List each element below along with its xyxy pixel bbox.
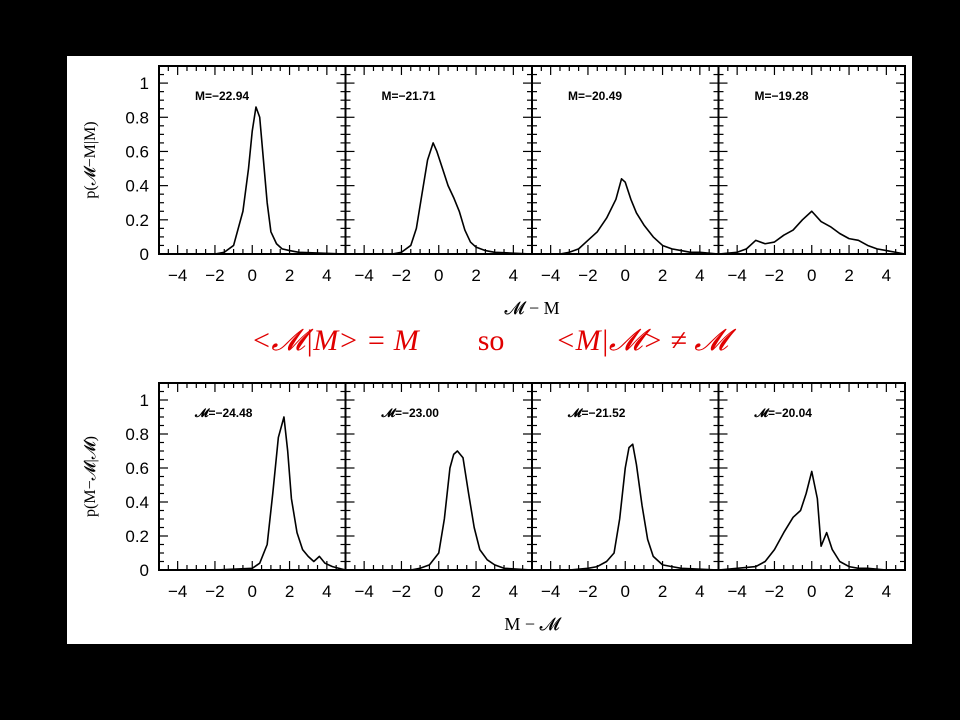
panel-label: 𝓜=−20.04	[754, 406, 813, 420]
chart-svg: −4 −2 0 2 4 M=−22.94 −4 −2 0 2 4 M=−21.71 −4 −2 0 2 4 M=−…	[82, 65, 906, 634]
x-tick-label: 2	[658, 582, 667, 601]
y-tick-label: 0	[140, 245, 149, 264]
x-tick-label: 0	[248, 266, 257, 285]
y-tick-label: 1	[140, 74, 149, 93]
x-tick-label: −2	[392, 266, 411, 285]
x-axis-title: M − 𝓜	[504, 614, 562, 634]
x-tick-label: 4	[322, 582, 331, 601]
panel-label: 𝓜=−21.52	[567, 406, 626, 420]
series-line	[532, 178, 719, 255]
series-line	[718, 210, 906, 255]
x-tick-label: −2	[765, 266, 784, 285]
panel-label: M=−22.94	[195, 89, 249, 103]
x-tick-label: 0	[807, 582, 816, 601]
panel-label: 𝓜=−23.00	[381, 406, 440, 420]
series-line	[532, 443, 719, 571]
x-tick-label: 0	[621, 266, 630, 285]
panel-label: M=−20.49	[568, 89, 622, 103]
x-tick-label: 2	[844, 266, 853, 285]
x-axis-title: 𝓜 − M	[504, 298, 559, 318]
series-line	[345, 450, 533, 571]
y-axis-title: p(M−𝓜|𝓜)	[82, 436, 99, 517]
x-tick-label: 4	[695, 582, 704, 601]
panel-label: M=−19.28	[755, 89, 809, 103]
x-tick-label: −2	[392, 582, 411, 601]
caption-middle: so	[477, 324, 505, 357]
panel-frame	[344, 65, 533, 255]
x-tick-label: 4	[509, 582, 518, 601]
x-tick-label: 0	[248, 582, 257, 601]
x-tick-label: 4	[882, 266, 891, 285]
x-tick-label: 0	[807, 266, 816, 285]
panel-frame	[717, 65, 906, 255]
y-tick-label: 0.4	[125, 493, 149, 512]
x-tick-label: 2	[844, 582, 853, 601]
x-tick-label: −2	[205, 266, 224, 285]
panel-label: M=−21.71	[382, 89, 436, 103]
x-tick-label: 0	[621, 582, 630, 601]
x-tick-label: 2	[471, 266, 480, 285]
y-tick-label: 0.6	[125, 142, 149, 161]
caption-left: <𝓜|M> = M	[251, 324, 419, 357]
x-tick-label: 2	[285, 266, 294, 285]
x-tick-label: 4	[882, 582, 891, 601]
y-tick-label: 0.8	[125, 425, 149, 444]
y-tick-label: 0	[140, 561, 149, 580]
y-tick-label: 0.6	[125, 459, 149, 478]
y-tick-label: 1	[140, 391, 149, 410]
y-tick-label: 0.2	[125, 211, 149, 230]
x-tick-label: −4	[168, 582, 187, 601]
y-axis-title: p(𝓜−M|M)	[82, 121, 99, 198]
x-tick-label: 4	[322, 266, 331, 285]
panel-frame	[531, 65, 720, 255]
x-tick-label: −2	[578, 582, 597, 601]
x-tick-label: −2	[205, 582, 224, 601]
series-line	[159, 416, 346, 571]
x-tick-label: −2	[765, 582, 784, 601]
x-tick-label: −4	[541, 266, 560, 285]
panel-label: 𝓜=−24.48	[194, 406, 253, 420]
x-tick-label: 2	[285, 582, 294, 601]
caption-right: <M|𝓜> ≠ 𝓜	[555, 324, 728, 357]
series-line	[345, 142, 533, 255]
panel-frame	[158, 65, 347, 255]
series-line	[718, 470, 905, 571]
x-tick-label: 4	[695, 266, 704, 285]
y-tick-label: 0.4	[125, 177, 149, 196]
caption: <𝓜|M> = M so <M|𝓜> ≠ 𝓜	[67, 324, 912, 358]
x-tick-label: −4	[354, 266, 373, 285]
x-tick-label: −4	[727, 582, 746, 601]
x-tick-label: 2	[658, 266, 667, 285]
y-tick-label: 0.8	[125, 108, 149, 127]
series-line	[159, 106, 346, 255]
x-tick-label: 2	[471, 582, 480, 601]
x-tick-label: −2	[578, 266, 597, 285]
y-tick-label: 0.2	[125, 527, 149, 546]
figure-canvas: −4 −2 0 2 4 M=−22.94 −4 −2 0 2 4 M=−21.71 −4 −2 0 2 4 M=−…	[67, 56, 912, 644]
x-tick-label: −4	[354, 582, 373, 601]
x-tick-label: −4	[541, 582, 560, 601]
x-tick-label: 0	[434, 582, 443, 601]
x-tick-label: 0	[434, 266, 443, 285]
x-tick-label: −4	[168, 266, 187, 285]
x-tick-label: 4	[509, 266, 518, 285]
x-tick-label: −4	[727, 266, 746, 285]
